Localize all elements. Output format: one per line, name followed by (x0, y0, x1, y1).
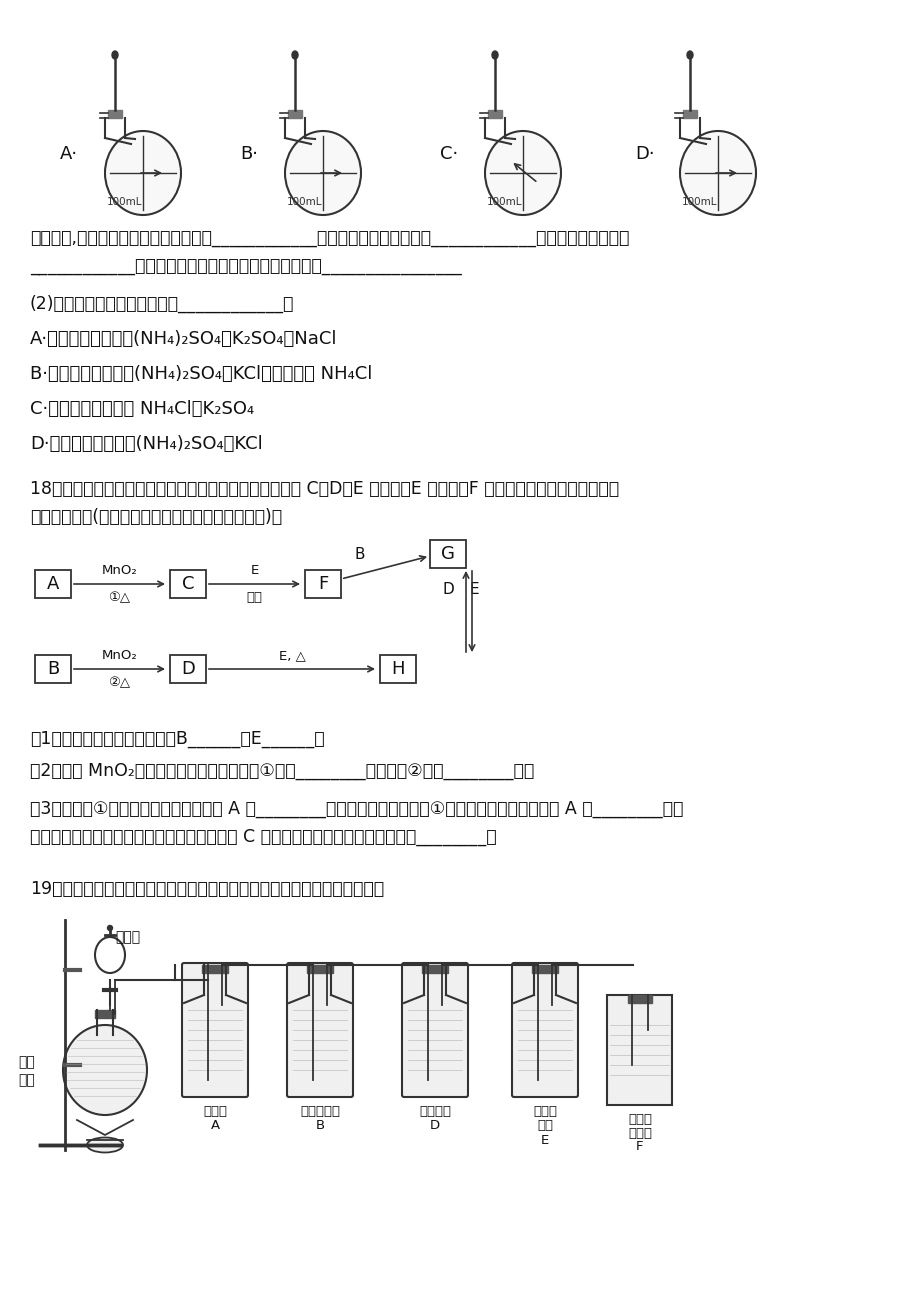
Ellipse shape (105, 132, 181, 215)
Ellipse shape (484, 132, 561, 215)
Bar (170, 570, 206, 598)
Text: 稀盐酸: 稀盐酸 (115, 930, 140, 944)
Text: A: A (210, 1118, 220, 1131)
Text: 硝酸银: 硝酸银 (532, 1105, 556, 1118)
Text: F: F (318, 575, 328, 592)
Bar (487, 109, 502, 118)
Text: 100mL: 100mL (107, 197, 142, 207)
Ellipse shape (679, 132, 755, 215)
Bar (628, 995, 652, 1003)
Text: ____________。实验过程生成气体的反应离子方程式为________________: ____________。实验过程生成气体的反应离子方程式为__________… (30, 258, 461, 276)
Bar (307, 965, 333, 973)
Text: 饱和食盐水: 饱和食盐水 (300, 1105, 340, 1118)
FancyBboxPatch shape (182, 963, 248, 1098)
Bar (95, 1010, 115, 1018)
Text: H: H (391, 660, 404, 678)
Text: 石蕊试液: 石蕊试液 (418, 1105, 450, 1118)
Text: D: D (442, 582, 453, 598)
Ellipse shape (285, 132, 360, 215)
Text: C·: C· (439, 145, 458, 163)
Text: B: B (47, 660, 59, 678)
Text: MnO₂: MnO₂ (101, 648, 137, 661)
Ellipse shape (686, 51, 692, 59)
Ellipse shape (108, 926, 112, 931)
Bar (35, 570, 71, 598)
Bar (429, 540, 466, 568)
Text: 点燃: 点燃 (246, 591, 262, 604)
Text: 通过鉴定,该固体中一定存在的阳离子是____________，一定不存在的阴离子是____________。可能存在的离子是: 通过鉴定,该固体中一定存在的阳离子是____________，一定不存在的阴离子… (30, 230, 629, 247)
Text: （3）若反应①是在加热条件下进行，则 A 是________（填化学式）；若反应①是在常温条件下进行，则 A 是________（填: （3）若反应①是在加热条件下进行，则 A 是________（填化学式）；若反应… (30, 799, 683, 818)
Text: D·该固体中可能含有(NH₄)₂SO₄、KCl: D·该固体中可能含有(NH₄)₂SO₄、KCl (30, 435, 263, 453)
Text: D·: D· (634, 145, 654, 163)
Text: C: C (182, 575, 194, 592)
Text: 氢氧化: 氢氧化 (628, 1113, 652, 1126)
Bar (305, 570, 341, 598)
Text: D: D (181, 660, 195, 678)
Text: G: G (440, 546, 454, 562)
Text: E: E (470, 582, 479, 598)
Text: （1）写出下列物质的化学式：B______，E______。: （1）写出下列物质的化学式：B______，E______。 (30, 730, 324, 749)
Text: E: E (250, 564, 258, 577)
Text: 钠溶液: 钠溶液 (628, 1128, 652, 1141)
Bar (108, 109, 122, 118)
Bar (288, 109, 301, 118)
Text: (2)下列实验结论符合事实的是____________。: (2)下列实验结论符合事实的是____________。 (30, 296, 294, 314)
Text: 二氧
化锰: 二氧 化锰 (18, 1055, 35, 1087)
Text: B: B (315, 1118, 324, 1131)
Ellipse shape (492, 51, 497, 59)
Text: B·: B· (240, 145, 257, 163)
Text: F: F (636, 1141, 643, 1154)
Bar (170, 655, 206, 684)
Text: ①△: ①△ (108, 591, 130, 604)
Bar (682, 109, 697, 118)
Ellipse shape (62, 1025, 147, 1115)
Text: 19、如图是一位学生设计的实验室制取和收集氯气并验证其性质的装置图。: 19、如图是一位学生设计的实验室制取和收集氯气并验证其性质的装置图。 (30, 880, 384, 898)
FancyBboxPatch shape (402, 963, 468, 1098)
Text: 100mL: 100mL (681, 197, 717, 207)
Ellipse shape (87, 1138, 123, 1152)
Bar (35, 655, 71, 684)
Text: A: A (47, 575, 59, 592)
Text: A·该固体中可能含有(NH₄)₂SO₄、K₂SO₄、NaCl: A·该固体中可能含有(NH₄)₂SO₄、K₂SO₄、NaCl (30, 329, 337, 348)
Text: 浓硫酸: 浓硫酸 (203, 1105, 227, 1118)
Text: 18、如图所涉及的物质均为中学化学中的常见物质，其中 C、D、E 为单质，E 为固体，F 为有磁性的化合物。它们之间: 18、如图所涉及的物质均为中学化学中的常见物质，其中 C、D、E 为单质，E 为… (30, 480, 618, 497)
Bar (202, 965, 228, 973)
Text: B: B (355, 547, 365, 562)
Text: 100mL: 100mL (486, 197, 522, 207)
FancyBboxPatch shape (287, 963, 353, 1098)
Bar (422, 965, 448, 973)
Text: （2）指出 MnO₂在相关反应中的作用：反应①中是________剂，反应②中是________剂。: （2）指出 MnO₂在相关反应中的作用：反应①中是________剂，反应②中是… (30, 762, 534, 780)
Text: A·: A· (60, 145, 78, 163)
Text: MnO₂: MnO₂ (101, 564, 137, 577)
Bar (531, 965, 558, 973)
Ellipse shape (112, 51, 118, 59)
Bar (380, 655, 415, 684)
Text: 存在如下关系(反应中生成的水及次要产物均已略去)：: 存在如下关系(反应中生成的水及次要产物均已略去)： (30, 508, 282, 526)
Text: D: D (429, 1118, 439, 1131)
Text: ②△: ②△ (108, 676, 130, 689)
Text: E, △: E, △ (278, 648, 305, 661)
Text: 100mL: 100mL (287, 197, 323, 207)
Text: 化学式）；如在上述两种条件下得到等质量的 C 单质，反应中转移的电子数之比为________。: 化学式）；如在上述两种条件下得到等质量的 C 单质，反应中转移的电子数之比为__… (30, 828, 496, 846)
FancyBboxPatch shape (512, 963, 577, 1098)
Text: 溶液
E: 溶液 E (537, 1118, 552, 1147)
Text: C·该固体中一定含有 NH₄Cl、K₂SO₄: C·该固体中一定含有 NH₄Cl、K₂SO₄ (30, 400, 254, 418)
Text: B·该固体中可能含有(NH₄)₂SO₄、KCl，一定不含 NH₄Cl: B·该固体中可能含有(NH₄)₂SO₄、KCl，一定不含 NH₄Cl (30, 365, 372, 383)
Ellipse shape (291, 51, 298, 59)
Bar (607, 995, 672, 1105)
